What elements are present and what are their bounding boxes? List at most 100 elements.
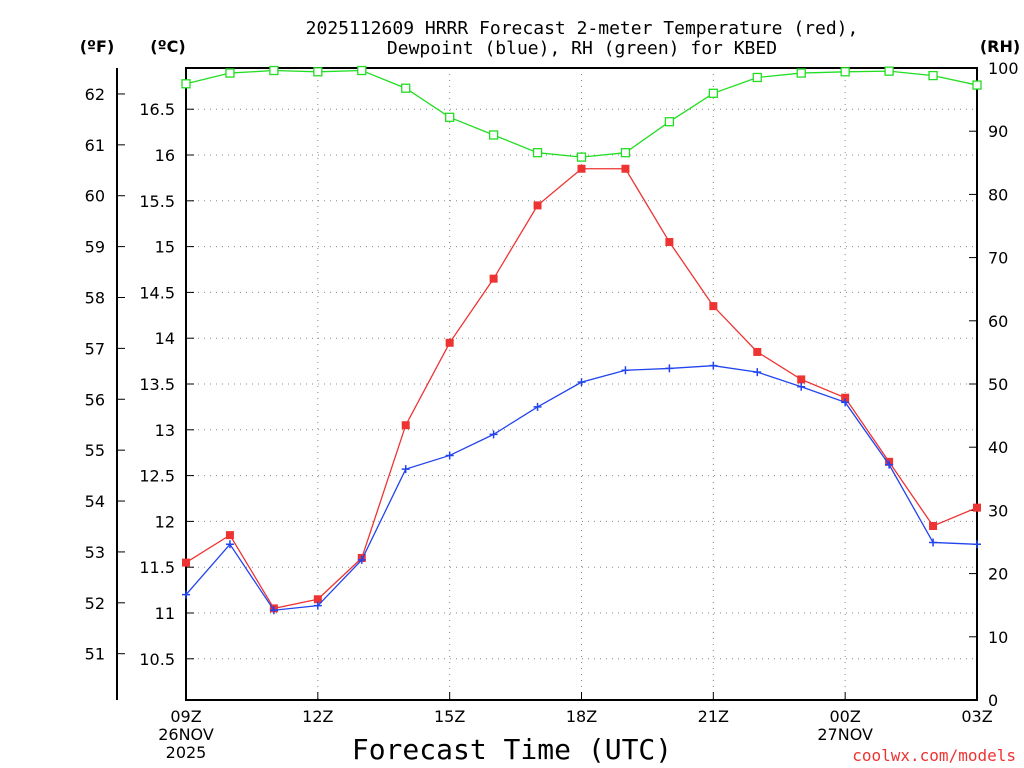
unit-fahrenheit-label: (ºF) <box>80 37 115 56</box>
rh-point <box>269 65 279 76</box>
x-axis-title: Forecast Time (UTC) <box>352 733 672 766</box>
dewpoint-line <box>185 365 978 611</box>
unit-rh-label: (RH) <box>980 37 1020 56</box>
chart-title-line-2: Dewpoint (blue), RH (green) for KBED <box>387 38 777 59</box>
rh-point <box>884 66 894 76</box>
series-temperature <box>182 164 981 613</box>
fahrenheit-tick-label: 55 <box>85 441 105 460</box>
temperature-point <box>489 274 498 283</box>
fahrenheit-tick-label: 58 <box>85 288 105 307</box>
temperature-point <box>841 393 850 402</box>
rh-point <box>181 79 191 89</box>
dewpoint-point <box>753 368 762 377</box>
x-tick-label: 2025 <box>166 743 207 762</box>
temperature-point <box>797 375 806 384</box>
celsius-tick-label: 12.5 <box>139 467 175 486</box>
rh-tick-label: 40 <box>988 438 1008 457</box>
rh-tick-label: 70 <box>988 249 1008 268</box>
temperature-point <box>929 521 938 530</box>
fahrenheit-tick-label: 60 <box>85 187 105 206</box>
celsius-tick-label: 15.5 <box>139 192 175 211</box>
celsius-tick-label: 11.5 <box>139 558 175 577</box>
rh-tick-label: 20 <box>988 565 1008 584</box>
temperature-point <box>577 164 586 173</box>
rh-point <box>928 70 938 81</box>
dewpoint-point <box>225 540 234 549</box>
data-series <box>181 65 982 615</box>
rh-tick-label: 100 <box>988 59 1019 78</box>
celsius-tick-label: 11 <box>155 604 175 623</box>
dewpoint-point <box>269 606 278 615</box>
x-tick-label: 09Z <box>170 707 201 726</box>
temperature-point <box>621 164 630 173</box>
fahrenheit-tick-label: 61 <box>85 136 105 155</box>
temperature-point <box>445 338 454 347</box>
dewpoint-point <box>357 555 366 564</box>
fahrenheit-tick-label: 52 <box>85 594 105 613</box>
fahrenheit-tick-label: 53 <box>85 543 105 562</box>
x-tick-label: 12Z <box>302 707 333 726</box>
dewpoint-point <box>929 538 938 547</box>
dewpoint-point <box>445 451 454 460</box>
fahrenheit-tick-label: 54 <box>85 492 105 511</box>
dewpoint-point <box>621 366 630 375</box>
dewpoint-point <box>841 398 850 407</box>
rh-point <box>752 72 762 83</box>
dewpoint-point <box>973 540 981 549</box>
series-rh <box>181 65 982 162</box>
celsius-tick-label: 16 <box>155 146 175 165</box>
fahrenheit-tick-label: 59 <box>85 238 105 257</box>
dewpoint-point <box>489 430 498 439</box>
celsius-tick-label: 14.5 <box>139 283 175 302</box>
credit-text: coolwx.com/models <box>852 746 1016 765</box>
rh-point <box>620 148 631 158</box>
rh-point <box>225 68 235 78</box>
rh-point <box>576 152 587 162</box>
celsius-tick-label: 13 <box>155 421 175 440</box>
dewpoint-point <box>885 460 894 469</box>
x-tick-label: 00Z <box>830 707 861 726</box>
celsius-tick-label: 16.5 <box>139 100 175 119</box>
celsius-tick-label: 13.5 <box>139 375 175 394</box>
rh-point <box>840 67 850 77</box>
rh-point <box>401 83 411 93</box>
dewpoint-point <box>182 590 190 599</box>
rh-tick-label: 0 <box>988 691 998 710</box>
temperature-point <box>313 595 322 604</box>
fahrenheit-tick-label: 62 <box>85 85 105 104</box>
dewpoint-point <box>313 601 322 610</box>
temperature-point <box>182 558 190 567</box>
rh-line <box>185 69 978 158</box>
rh-tick-label: 90 <box>988 122 1008 141</box>
x-tick-label: 15Z <box>434 707 465 726</box>
temperature-point <box>753 347 762 356</box>
dewpoint-point <box>533 402 542 411</box>
dewpoint-point <box>797 382 806 391</box>
temperature-point <box>225 531 234 540</box>
chart-title-line-1: 2025112609 HRRR Forecast 2-meter Tempera… <box>306 18 859 39</box>
x-tick-label: 27NOV <box>817 725 873 744</box>
dewpoint-point <box>577 378 586 387</box>
x-tick-label: 26NOV <box>158 725 214 744</box>
rh-tick-label: 30 <box>988 501 1008 520</box>
celsius-tick-label: 10.5 <box>139 650 175 669</box>
x-tick-label: 21Z <box>698 707 729 726</box>
rh-point <box>972 80 982 90</box>
rh-point <box>796 68 806 78</box>
rh-point <box>708 88 718 98</box>
series-dewpoint <box>182 361 981 615</box>
celsius-tick-label: 14 <box>155 329 175 348</box>
rh-point <box>532 148 543 158</box>
axes: 10.5 11 11.5 12 12.5 13 13.5 14 14.5 15 15.5 16 16.5… <box>85 59 1019 762</box>
fahrenheit-tick-label: 51 <box>85 645 105 664</box>
temperature-point <box>665 238 674 247</box>
rh-point <box>445 112 455 122</box>
celsius-tick-label: 12 <box>155 512 175 531</box>
rh-tick-label: 60 <box>988 312 1008 331</box>
rh-point <box>357 65 367 76</box>
dewpoint-point <box>709 361 718 370</box>
dewpoint-point <box>665 364 674 373</box>
celsius-tick-label: 15 <box>155 238 175 257</box>
rh-tick-label: 50 <box>988 375 1008 394</box>
